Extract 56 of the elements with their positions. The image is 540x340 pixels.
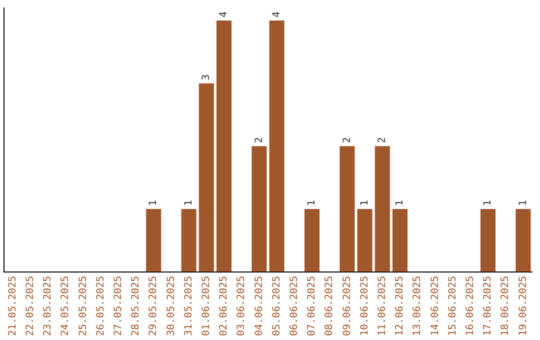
bar	[146, 208, 162, 272]
data-label: 1	[148, 200, 160, 206]
data-label: 2	[376, 137, 388, 144]
x-tick-label: 26.05.2025	[95, 276, 106, 336]
x-tick-label: 24.05.2025	[60, 276, 72, 336]
bar	[392, 208, 408, 272]
x-tick-label: 17.06.2025	[482, 276, 494, 336]
x-tick-label: 10.06.2025	[359, 276, 370, 336]
x-tick-label: 15.06.2025	[447, 276, 458, 336]
data-label: 4	[218, 12, 230, 18]
bar	[480, 208, 496, 272]
x-tick-label: 14.06.2025	[430, 276, 441, 336]
data-label: 2	[254, 137, 265, 144]
bar	[516, 208, 531, 272]
x-tick-label: 21.05.2025	[7, 276, 18, 336]
x-tick-label: 08.06.2025	[324, 276, 336, 336]
x-tick-label: 01.06.2025	[200, 276, 212, 336]
x-tick-label: 29.05.2025	[148, 276, 160, 336]
x-tick-label: 06.06.2025	[288, 276, 300, 336]
x-tick-label: 30.05.2025	[166, 276, 177, 336]
data-label: 1	[394, 200, 406, 206]
x-tick-label: 22.05.2025	[24, 276, 36, 336]
x-tick-label: 23.05.2025	[42, 276, 54, 336]
bar	[340, 146, 355, 272]
data-label: 1	[306, 200, 318, 206]
bar	[181, 208, 196, 272]
data-label: 4	[271, 12, 282, 18]
x-tick-label: 18.06.2025	[500, 276, 512, 336]
data-label: 1	[482, 200, 494, 206]
x-tick-label: 13.06.2025	[412, 276, 424, 336]
x-tick-label: 27.05.2025	[112, 276, 124, 336]
x-tick-label: 03.06.2025	[236, 276, 248, 336]
x-tick-label: 04.06.2025	[254, 276, 265, 336]
bar	[252, 146, 267, 272]
bar	[304, 208, 320, 272]
bar	[374, 146, 390, 272]
x-tick-label: 05.06.2025	[271, 276, 282, 336]
bar	[198, 83, 214, 272]
x-tick-label: 19.06.2025	[518, 276, 529, 336]
data-label: 1	[359, 200, 370, 206]
x-tick-label: 02.06.2025	[218, 276, 230, 336]
bar	[269, 20, 284, 272]
x-tick-label: 16.06.2025	[464, 276, 476, 336]
bar	[357, 208, 372, 272]
x-tick-label: 12.06.2025	[394, 276, 406, 336]
data-label: 1	[183, 200, 194, 206]
data-label: 2	[342, 137, 353, 144]
x-tick-label: 31.05.2025	[183, 276, 194, 336]
x-tick-label: 07.06.2025	[306, 276, 318, 336]
data-label: 3	[200, 74, 212, 80]
x-tick-label: 28.05.2025	[130, 276, 142, 336]
x-tick-label: 11.06.2025	[376, 276, 388, 336]
data-label: 1	[518, 200, 529, 206]
bar	[216, 20, 232, 272]
x-tick-label: 25.05.2025	[78, 276, 89, 336]
x-tick-label: 09.06.2025	[342, 276, 353, 336]
